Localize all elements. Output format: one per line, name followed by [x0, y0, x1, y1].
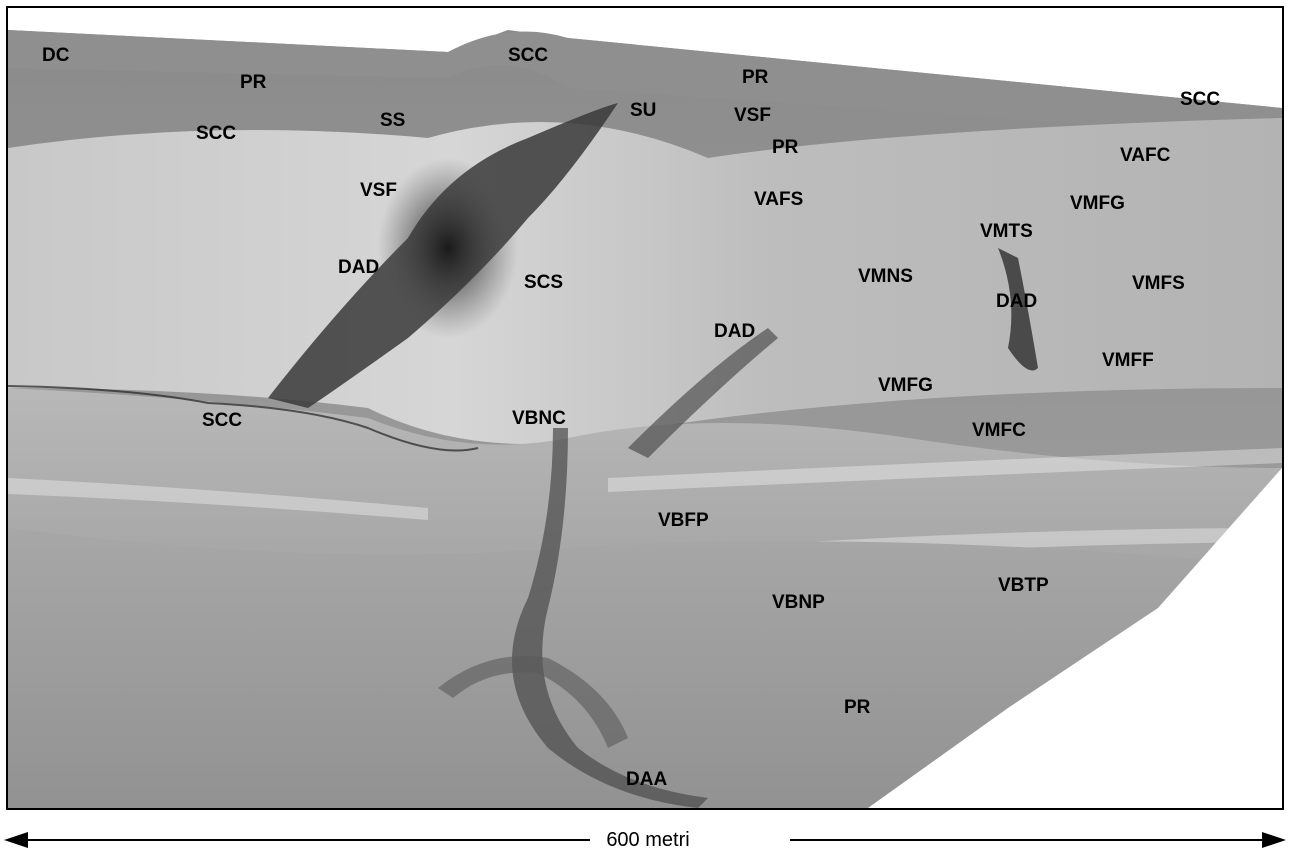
map-label: SU	[630, 100, 657, 121]
map-label: DC	[42, 45, 70, 66]
map-label: SCS	[524, 272, 564, 293]
map-label: VBTP	[998, 575, 1049, 596]
map-label: VSF	[734, 105, 771, 126]
map-label: VMFC	[972, 420, 1026, 441]
map-label: DAD	[338, 257, 380, 278]
map-label: VAFC	[1120, 145, 1171, 166]
map-label: SCC	[196, 123, 237, 144]
map-label: VBFP	[658, 510, 709, 531]
map-label: PR	[772, 137, 799, 158]
map-label: PR	[742, 67, 769, 88]
map-label: VMTS	[980, 221, 1033, 242]
map-label: VMFG	[878, 375, 933, 396]
map-label: PR	[240, 72, 267, 93]
map-label: DAA	[626, 769, 668, 790]
map-label: VSF	[360, 180, 397, 201]
map-label: SCC	[508, 45, 549, 66]
scale-bar	[4, 832, 1286, 848]
map-label: DAD	[996, 291, 1038, 312]
map-label: DAD	[714, 321, 756, 342]
map-label: VBNP	[772, 592, 825, 613]
map-label: VBNC	[512, 408, 566, 429]
map-label: VMFG	[1070, 193, 1125, 214]
map-label: SCC	[202, 410, 243, 431]
terrain-map: DC PR SCC PR SU SS VSF SCC SCC PR VAFC V…	[6, 6, 1284, 810]
map-label: PR	[844, 697, 871, 718]
map-label: VMFF	[1102, 350, 1154, 371]
map-label: SS	[380, 110, 406, 131]
map-label: VMFS	[1132, 273, 1185, 294]
map-label: SCC	[1180, 89, 1221, 110]
shaded-relief-image	[8, 8, 1282, 808]
scale-bar-label: 600 metri	[593, 829, 703, 852]
map-label: VAFS	[754, 189, 804, 210]
map-label: VMNS	[858, 266, 913, 287]
